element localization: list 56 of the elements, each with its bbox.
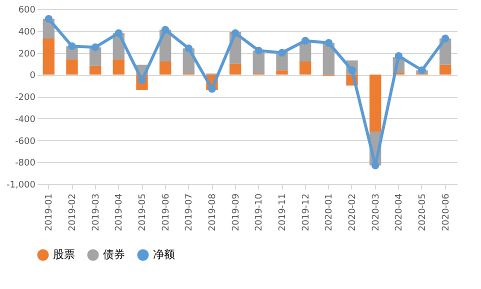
x-tick-label: 2020-02 [348,194,358,232]
point [324,39,333,47]
x-tick-label: 2020-01 [324,194,335,232]
y-tick-label: -800 [15,158,36,169]
bar [370,74,382,132]
x-tick-label: 2020-03 [371,194,382,232]
point [44,14,53,23]
point [278,48,286,57]
y-tick-label: -600 [15,136,36,147]
y-tick-label: 400 [18,27,36,38]
bar [230,64,242,75]
point [418,66,426,74]
point [394,52,403,60]
legend-label: 股票 [53,248,75,261]
y-tick-label: 0 [30,71,36,82]
x-tick-label: 2019-06 [161,193,172,232]
bar [90,66,102,75]
y-tick-label: 200 [18,49,36,60]
x-tick-label: 2020-05 [418,194,428,232]
point [161,26,170,34]
point [231,29,240,37]
x-tick-label: 2019-09 [231,193,242,232]
bar [160,62,172,75]
x-tick-label: 2019-02 [68,194,78,232]
bar [66,59,78,75]
point [184,44,193,52]
bar [440,64,452,75]
x-tick-label: 2019-04 [114,193,125,232]
bar [42,38,54,75]
point [208,84,216,93]
y-tick-label: -1,000 [6,180,36,190]
bar [276,70,288,75]
x-tick-label: 2019-11 [278,194,288,232]
x-tick-label: 2020-04 [394,193,405,232]
point [371,162,380,170]
point [254,46,263,54]
y-tick-label: 600 [18,6,36,16]
x-tick-label: 2019-08 [208,193,218,232]
legend-label: 净额 [153,248,175,261]
bar [300,62,312,75]
x-tick-label: 2019-01 [44,194,55,232]
y-tick-label: -400 [15,114,36,125]
x-tick-label: 2020-06 [441,193,452,232]
x-tick-label: 2019-05 [138,194,148,232]
point [114,29,123,37]
x-tick-label: 2019-03 [91,194,102,232]
point [68,42,76,50]
y-tick-label: -200 [15,93,36,103]
x-tick-label: 2019-12 [301,194,312,232]
x-tick-label: 2019-10 [254,193,265,232]
x-tick-label: 2019-07 [184,194,195,232]
point [301,36,310,45]
point [441,34,450,42]
legend-label: 债券 [103,248,125,261]
bar [112,59,124,75]
point [91,43,100,52]
